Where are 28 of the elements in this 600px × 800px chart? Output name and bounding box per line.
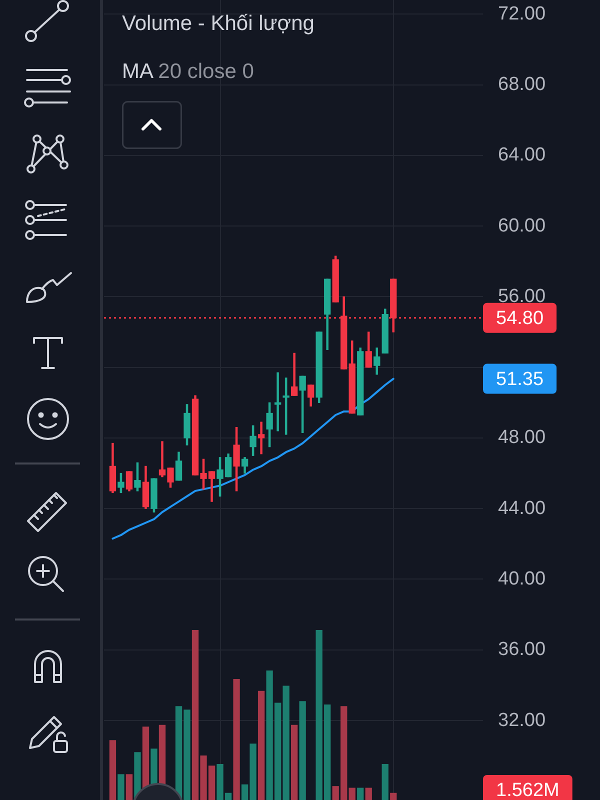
text: 51.35 [496, 369, 544, 390]
bar [233, 678, 240, 800]
candlestick [258, 422, 265, 454]
text: MA 20 close 0 [122, 60, 254, 83]
y-tick-label: 36.00 [498, 639, 546, 660]
bar [109, 740, 116, 800]
bar [126, 774, 133, 800]
ref-line-label: 54.80 [496, 308, 544, 330]
bar [390, 792, 397, 800]
y-tick-label: 32.00 [498, 710, 546, 731]
bar [357, 788, 364, 800]
bar [290, 724, 298, 800]
y-tick-label: 48.00 [498, 427, 546, 448]
y-tick-label: 68.00 [498, 74, 546, 96]
bar [348, 788, 356, 800]
y-tick-label: 44.00 [498, 498, 546, 519]
y-tick-label: 64.00 [498, 144, 546, 166]
y-tick-label: 60.00 [498, 215, 546, 236]
y-tick-label: 72.00 [498, 3, 546, 24]
bar [299, 701, 306, 800]
text: 1.562M [496, 780, 560, 800]
y-tick-label: 56.00 [498, 286, 546, 307]
chart-title: Volume - Khối lượng [122, 11, 314, 37]
bar [258, 690, 265, 800]
bar [118, 774, 124, 800]
bar [382, 764, 388, 800]
bar [365, 788, 372, 800]
y-tick-label: 40.00 [498, 568, 546, 590]
